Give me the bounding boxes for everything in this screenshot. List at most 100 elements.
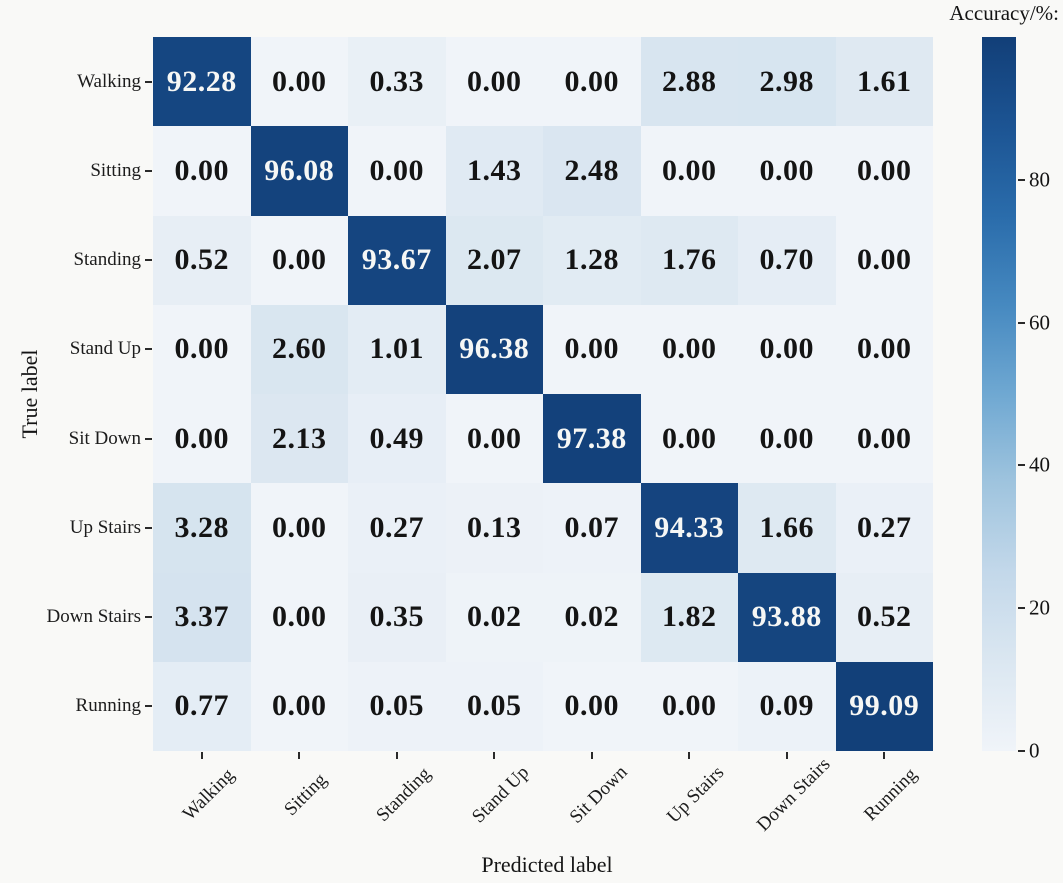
heatmap-cell: 0.05 <box>348 661 446 751</box>
heatmap-cell: 2.98 <box>738 37 836 127</box>
colorbar-tick-mark <box>1018 607 1025 610</box>
colorbar-tick-label: 80 <box>1029 167 1050 192</box>
heatmap-cell: 99.09 <box>835 661 933 751</box>
heatmap-cell: 96.38 <box>445 304 543 394</box>
heatmap-cell: 0.00 <box>153 304 251 394</box>
x-tick-label: Running <box>860 764 922 826</box>
heatmap-cell: 0.00 <box>640 304 738 394</box>
heatmap-cell: 0.00 <box>738 394 836 484</box>
colorbar-gradient <box>982 37 1016 751</box>
colorbar-tick-mark <box>1018 321 1025 324</box>
heatmap-cell: 2.13 <box>250 394 348 484</box>
heatmap-cell: 0.02 <box>445 572 543 662</box>
heatmap-cell: 0.00 <box>445 37 543 127</box>
colorbar-tick-mark <box>1018 750 1025 752</box>
heatmap-cell: 0.00 <box>640 126 738 216</box>
heatmap-cell: 0.52 <box>835 572 933 662</box>
heatmap-cell: 1.66 <box>738 483 836 573</box>
heatmap-cell: 94.33 <box>640 483 738 573</box>
y-tick-mark <box>145 348 152 351</box>
heatmap-cell: 0.00 <box>250 572 348 662</box>
x-tick-label: Sit Down <box>565 761 632 828</box>
x-tick-mark <box>200 752 203 759</box>
y-tick-label: Running <box>75 695 141 717</box>
x-tick-label: Up Stairs <box>663 762 729 828</box>
x-tick-mark <box>590 752 593 759</box>
heatmap-cell: 0.05 <box>445 661 543 751</box>
heatmap-cell: 96.08 <box>250 126 348 216</box>
y-tick-label: Standing <box>73 249 141 271</box>
heatmap-cell: 0.00 <box>640 661 738 751</box>
x-axis-title: Predicted label <box>481 852 613 877</box>
heatmap-cell: 0.00 <box>543 37 641 127</box>
x-tick-mark <box>493 752 496 759</box>
colorbar-title: Accuracy/%: <box>949 1 1059 25</box>
heatmap-cell: 93.88 <box>738 572 836 662</box>
y-tick-mark <box>145 616 152 619</box>
y-tick-label: Sit Down <box>68 427 141 449</box>
y-tick-label: Stand Up <box>69 338 141 360</box>
heatmap-cell: 0.00 <box>445 394 543 484</box>
x-tick-mark <box>688 752 691 759</box>
colorbar-tick-mark <box>1018 464 1025 467</box>
y-tick-mark <box>145 705 152 708</box>
y-tick-label: Walking <box>77 70 141 92</box>
heatmap-cell: 92.28 <box>153 37 251 127</box>
heatmap-cell: 0.00 <box>543 661 641 751</box>
colorbar-tick-label: 40 <box>1029 452 1050 477</box>
heatmap-cell: 0.00 <box>153 394 251 484</box>
y-tick-mark <box>145 437 152 440</box>
heatmap-grid: 92.28 0.00 0.33 0.00 0.00 2.88 2.98 1.61 0.00 96.… <box>153 37 933 751</box>
heatmap-cell: 0.02 <box>543 572 641 662</box>
heatmap-cell: 0.00 <box>543 304 641 394</box>
heatmap-cell: 1.28 <box>543 215 641 305</box>
heatmap-cell: 0.00 <box>738 126 836 216</box>
heatmap-cell: 97.38 <box>543 394 641 484</box>
x-tick-mark <box>883 752 886 759</box>
y-tick-label: Sitting <box>90 159 141 181</box>
heatmap-cell: 1.82 <box>640 572 738 662</box>
x-tick-mark <box>298 752 301 759</box>
colorbar-tick-label: 0 <box>1029 738 1040 763</box>
x-tick-label: Stand Up <box>468 762 534 828</box>
y-tick-mark <box>145 169 152 172</box>
heatmap-cell: 0.00 <box>640 394 738 484</box>
x-tick-label: Sitting <box>280 769 332 820</box>
heatmap-cell: 0.00 <box>153 126 251 216</box>
heatmap-cell: 1.43 <box>445 126 543 216</box>
heatmap-cell: 0.00 <box>348 126 446 216</box>
heatmap-cell: 0.52 <box>153 215 251 305</box>
heatmap-cell: 0.13 <box>445 483 543 573</box>
y-tick-mark <box>145 259 152 262</box>
heatmap-cell: 0.00 <box>835 126 933 216</box>
heatmap-cell: 0.00 <box>835 394 933 484</box>
x-tick-label: Standing <box>372 763 435 826</box>
heatmap-cell: 2.60 <box>250 304 348 394</box>
heatmap-cell: 0.00 <box>250 483 348 573</box>
heatmap-cell: 2.88 <box>640 37 738 127</box>
y-tick-mark <box>145 80 152 83</box>
heatmap-cell: 1.61 <box>835 37 933 127</box>
x-tick-mark <box>785 752 788 759</box>
y-axis-title: True label <box>17 349 42 439</box>
heatmap-cell: 0.00 <box>835 215 933 305</box>
heatmap-cell: 0.00 <box>250 215 348 305</box>
x-tick-mark <box>395 752 398 759</box>
y-tick-label: Down Stairs <box>46 606 141 628</box>
heatmap-cell: 0.27 <box>348 483 446 573</box>
heatmap-cell: 0.33 <box>348 37 446 127</box>
heatmap-cell: 0.00 <box>738 304 836 394</box>
heatmap-cell: 3.37 <box>153 572 251 662</box>
heatmap-cell: 0.27 <box>835 483 933 573</box>
heatmap-cell: 0.77 <box>153 661 251 751</box>
heatmap-cell: 0.09 <box>738 661 836 751</box>
y-tick-mark <box>145 526 152 529</box>
heatmap-cell: 1.76 <box>640 215 738 305</box>
y-tick-label: Up Stairs <box>69 516 141 538</box>
colorbar-tick-label: 60 <box>1029 310 1050 335</box>
heatmap-cell: 0.00 <box>835 304 933 394</box>
colorbar-tick-mark <box>1018 178 1025 181</box>
heatmap-cell: 0.07 <box>543 483 641 573</box>
heatmap-cell: 0.49 <box>348 394 446 484</box>
